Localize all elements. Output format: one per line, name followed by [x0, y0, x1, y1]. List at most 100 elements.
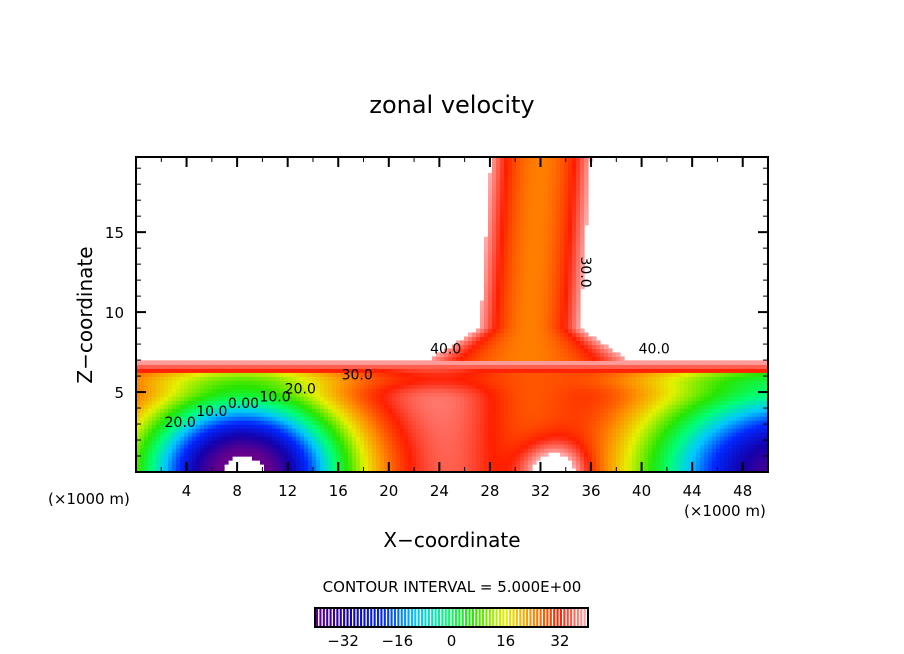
field-cell — [512, 380, 517, 385]
field-cell — [136, 384, 141, 389]
field-cell — [560, 420, 565, 425]
field-cell — [580, 412, 585, 417]
field-cell — [588, 408, 593, 413]
field-cell — [648, 448, 653, 453]
field-cell — [424, 468, 429, 473]
field-cell — [636, 460, 641, 465]
field-cell — [408, 456, 413, 461]
field-cell — [396, 452, 401, 457]
field-cell — [424, 388, 429, 393]
field-cell — [576, 164, 581, 170]
field-cell — [144, 444, 149, 449]
field-cell — [644, 436, 649, 441]
field-cell — [156, 428, 161, 433]
field-cell — [556, 336, 561, 342]
field-cell — [656, 364, 661, 369]
field-cell — [544, 392, 549, 397]
field-cell — [568, 256, 573, 262]
field-cell — [316, 416, 321, 421]
field-cell — [352, 388, 357, 393]
field-cell — [148, 436, 153, 441]
field-cell — [156, 384, 161, 389]
field-cell — [504, 220, 509, 226]
field-cell — [600, 468, 605, 473]
field-cell — [416, 460, 421, 465]
field-cell — [504, 216, 509, 222]
field-cell — [392, 448, 397, 453]
field-cell — [340, 416, 345, 421]
field-cell — [276, 388, 281, 393]
field-cell — [172, 436, 177, 441]
field-cell — [520, 272, 525, 278]
field-cell — [556, 396, 561, 401]
field-cell — [520, 344, 525, 349]
field-cell — [532, 332, 537, 338]
field-cell — [464, 380, 469, 385]
field-cell — [468, 436, 473, 441]
field-cell — [300, 380, 305, 385]
field-cell — [288, 436, 293, 441]
field-cell — [500, 348, 505, 353]
field-cell — [540, 276, 545, 282]
field-cell — [156, 456, 161, 461]
field-cell — [572, 420, 577, 425]
field-cell — [480, 388, 485, 393]
field-cell — [508, 468, 513, 473]
field-cell — [480, 328, 485, 334]
field-cell — [484, 396, 489, 401]
field-cell — [304, 432, 309, 437]
field-cell — [484, 428, 489, 433]
field-cell — [568, 284, 573, 290]
field-cell — [488, 172, 493, 178]
field-cell — [504, 364, 509, 369]
field-cell — [180, 412, 185, 417]
field-cell — [576, 428, 581, 433]
field-cell — [196, 400, 201, 405]
field-cell — [556, 208, 561, 214]
field-cell — [528, 340, 533, 346]
field-cell — [500, 192, 505, 198]
field-cell — [564, 157, 569, 162]
field-cell — [504, 412, 509, 417]
field-cell — [480, 456, 485, 461]
field-cell — [484, 308, 489, 314]
field-cell — [464, 424, 469, 429]
field-cell — [560, 408, 565, 413]
field-cell — [476, 428, 481, 433]
field-cell — [316, 392, 321, 397]
field-cell — [136, 380, 141, 385]
field-cell — [580, 252, 585, 258]
field-cell — [508, 392, 513, 397]
field-cell — [380, 468, 385, 473]
field-cell — [520, 264, 525, 270]
field-cell — [240, 440, 245, 445]
field-cell — [556, 216, 561, 222]
field-cell — [204, 392, 209, 397]
field-cell — [552, 344, 557, 349]
field-cell — [212, 468, 217, 473]
field-cell — [528, 320, 533, 326]
field-cell — [400, 392, 405, 397]
field-cell — [248, 408, 253, 413]
field-cell — [576, 157, 581, 162]
field-cell — [660, 376, 665, 381]
field-cell — [488, 444, 493, 449]
field-cell — [460, 380, 465, 385]
field-cell — [444, 416, 449, 421]
field-cell — [652, 448, 657, 453]
field-cell — [248, 384, 253, 389]
field-cell — [196, 404, 201, 409]
field-cell — [280, 408, 285, 413]
field-cell — [440, 444, 445, 449]
field-cell — [416, 420, 421, 425]
field-cell — [552, 220, 557, 226]
field-cell — [468, 388, 473, 393]
field-cell — [604, 356, 609, 361]
field-cell — [456, 440, 461, 445]
field-cell — [604, 392, 609, 397]
field-cell — [136, 468, 141, 473]
field-cell — [588, 452, 593, 457]
field-cell — [164, 424, 169, 429]
field-cell — [492, 336, 497, 342]
field-cell — [536, 280, 541, 286]
